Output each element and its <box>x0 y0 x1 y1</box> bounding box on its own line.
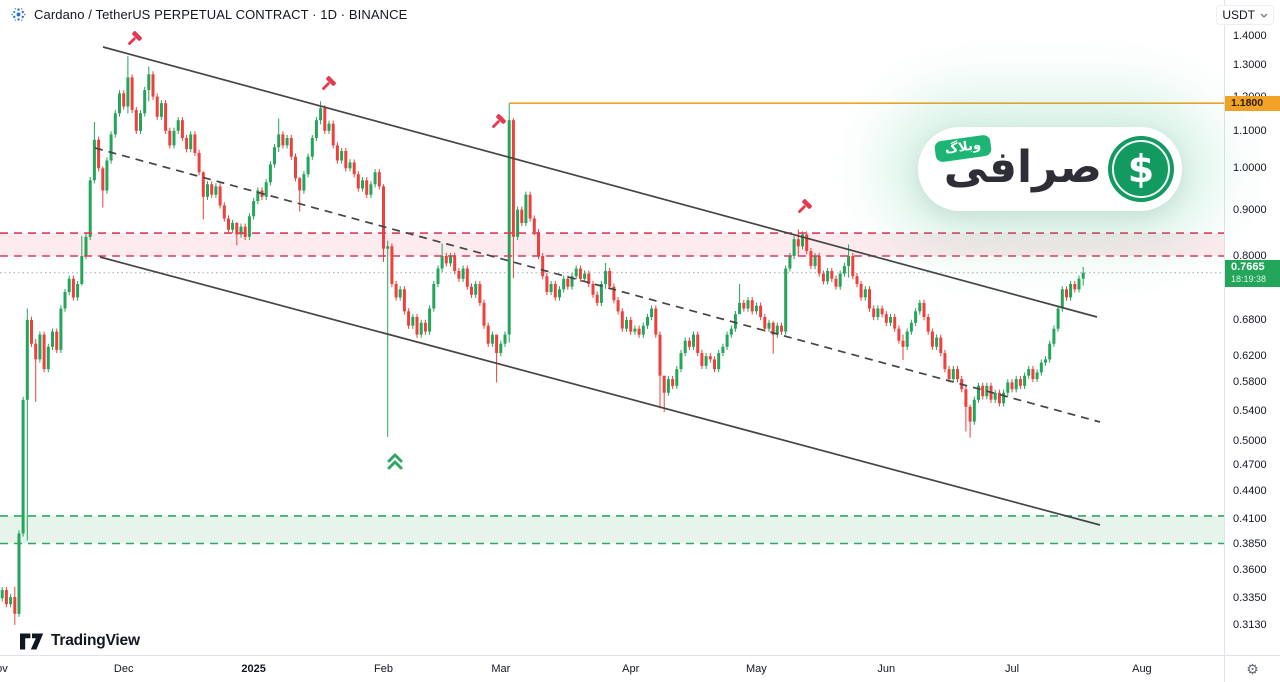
price-tick-label: 1.1000 <box>1233 124 1267 137</box>
alert-price-label[interactable]: 1.1800 <box>1225 95 1280 111</box>
resistance-zone[interactable] <box>0 233 1225 256</box>
tradingview-mark-icon <box>20 633 44 649</box>
price-tick-label: 0.6200 <box>1233 350 1267 363</box>
last-price-label[interactable]: 0.7665 18:19:38 <box>1225 259 1280 287</box>
currency-label: USDT <box>1222 8 1255 22</box>
channel-trend-line[interactable] <box>99 256 1101 526</box>
price-tick-label: 0.8000 <box>1233 250 1267 262</box>
price-tick-label: 0.5000 <box>1233 434 1267 447</box>
symbol-legend[interactable]: Cardano / TetherUS PERPETUAL CONTRACT · … <box>34 6 408 22</box>
time-axis[interactable]: Nov Dec 2025 Feb Mar Apr May Jun Jul Aug <box>0 655 1225 682</box>
price-tick-label: 0.3130 <box>1233 618 1267 631</box>
gavel-marker-icon[interactable] <box>125 30 143 48</box>
price-tick-label: 0.4700 <box>1233 459 1267 472</box>
channel-trend-line[interactable] <box>94 147 1101 423</box>
price-axis[interactable]: USDT 1.40001.30001.20001.10001.00000.900… <box>1216 0 1280 655</box>
time-tick-label: Jul <box>1004 663 1020 675</box>
price-tick-label: 0.4100 <box>1233 512 1267 525</box>
dollar-coin-icon: $ <box>1108 136 1174 202</box>
tradingview-logo[interactable]: TradingView <box>20 632 140 650</box>
gavel-marker-icon[interactable] <box>795 198 813 216</box>
time-tick-label: Apr <box>622 663 640 675</box>
gavel-marker-icon[interactable] <box>489 113 507 131</box>
time-tick-label: Jun <box>877 663 896 675</box>
price-tick-label: 1.0000 <box>1233 162 1267 175</box>
time-tick-label: Nov <box>0 663 8 675</box>
price-tick-label: 0.5400 <box>1233 404 1267 417</box>
price-tick-label: 0.5800 <box>1233 376 1267 389</box>
cardano-logo-icon <box>11 7 26 21</box>
tradingview-wordmark: TradingView <box>51 632 140 649</box>
last-price-value: 0.7665 <box>1231 260 1265 273</box>
price-tick-label: 0.4400 <box>1233 485 1267 497</box>
double-chevron-up-icon[interactable] <box>387 453 403 470</box>
price-tick-label: 1.3000 <box>1233 59 1267 72</box>
price-tick-label: 0.3850 <box>1233 537 1267 550</box>
chart-legend-bar: Cardano / TetherUS PERPETUAL CONTRACT · … <box>0 0 1225 28</box>
time-tick-label: Feb <box>374 663 393 675</box>
time-tick-label: Dec <box>113 663 134 675</box>
gavel-marker-icon[interactable] <box>319 75 337 93</box>
price-tick-label: 0.9000 <box>1233 203 1267 216</box>
time-tick-label: May <box>746 663 767 675</box>
support-zone[interactable] <box>0 515 1225 544</box>
axis-settings-corner[interactable]: ⚙ <box>1224 655 1280 682</box>
settings-gear-icon[interactable]: ⚙ <box>1246 661 1259 677</box>
price-tick-label: 0.6800 <box>1233 313 1267 326</box>
time-tick-label: Aug <box>1132 663 1152 675</box>
chevron-down-icon <box>1260 13 1268 18</box>
channel-trend-line[interactable] <box>102 46 1098 318</box>
bar-countdown: 18:19:38 <box>1231 273 1267 284</box>
watermark-brand-text: صرافی <box>943 142 1102 193</box>
price-tick-label: 0.3350 <box>1233 592 1267 605</box>
time-tick-label: Mar <box>491 663 511 675</box>
price-tick-label: 1.4000 <box>1233 30 1267 42</box>
sarrafi-blog-watermark: وبلاگ صرافی $ <box>918 127 1182 211</box>
candles-series[interactable] <box>0 56 1085 625</box>
price-tick-label: 0.3600 <box>1233 563 1267 576</box>
time-tick-label: 2025 <box>241 663 266 675</box>
currency-dropdown[interactable]: USDT <box>1216 5 1274 25</box>
